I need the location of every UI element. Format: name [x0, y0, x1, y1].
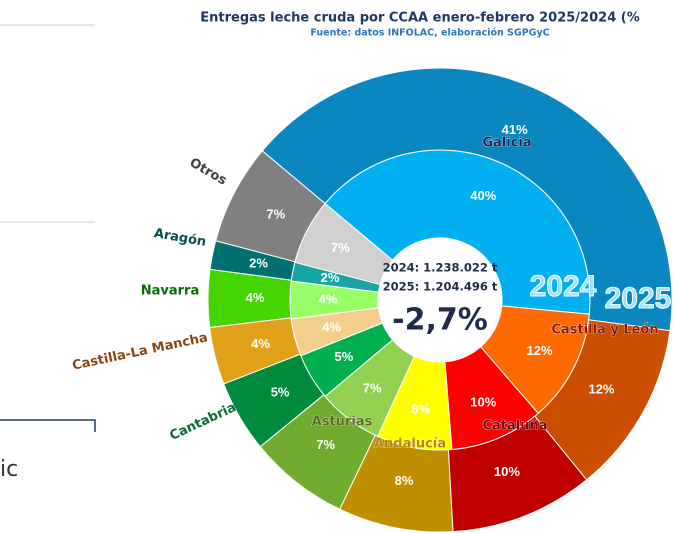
- category-label: Galicia: [482, 136, 531, 151]
- value-label: 4%: [322, 320, 341, 335]
- value-label: 12%: [527, 343, 553, 358]
- value-label: 40%: [470, 188, 496, 203]
- value-label: 8%: [395, 473, 414, 488]
- category-label: Otros: [187, 155, 230, 188]
- value-label: 4%: [319, 291, 338, 306]
- value-label: 4%: [251, 336, 270, 351]
- value-label: 10%: [470, 395, 496, 410]
- category-label: Cataluña: [482, 419, 547, 434]
- value-label: 7%: [266, 206, 285, 221]
- series-label: 2024: [530, 270, 597, 303]
- category-label: Navarra: [141, 284, 200, 299]
- series-label: 2025: [605, 282, 672, 315]
- chart-title: Entregas leche cruda por CCAA enero-febr…: [200, 11, 639, 26]
- value-label: 10%: [494, 464, 520, 479]
- category-label: Asturias: [312, 415, 373, 430]
- category-label: Aragón: [153, 226, 208, 250]
- center-line: 2024: 1.238.022 t: [383, 261, 498, 275]
- value-label: 12%: [588, 382, 614, 397]
- category-label: Castilla-La Mancha: [71, 330, 209, 373]
- value-label: 7%: [331, 240, 350, 255]
- donut-slice: [215, 150, 326, 263]
- category-label: Cantabria: [167, 400, 238, 444]
- value-label: 8%: [411, 402, 430, 417]
- donut-slice: [261, 67, 673, 332]
- rings: [207, 67, 673, 533]
- category-label: Andalucía: [374, 437, 446, 452]
- value-label: 4%: [246, 290, 265, 305]
- value-label: 2%: [249, 256, 268, 271]
- value-label: 5%: [335, 349, 354, 364]
- fragment-text: ic: [0, 457, 18, 482]
- value-label: 41%: [502, 122, 528, 137]
- chart-subtitle: Fuente: datos INFOLAC, elaboración SGPGy…: [310, 28, 549, 39]
- category-label: Castilla y León: [551, 323, 658, 338]
- value-label: 7%: [363, 381, 382, 396]
- value-label: 2%: [321, 270, 340, 285]
- center-line: 2025: 1.204.496 t: [383, 280, 498, 294]
- value-label: 5%: [271, 384, 290, 399]
- value-label: 7%: [316, 437, 335, 452]
- bracket: [0, 419, 96, 432]
- center-hole: [378, 238, 502, 362]
- center-change: -2,7%: [392, 303, 488, 338]
